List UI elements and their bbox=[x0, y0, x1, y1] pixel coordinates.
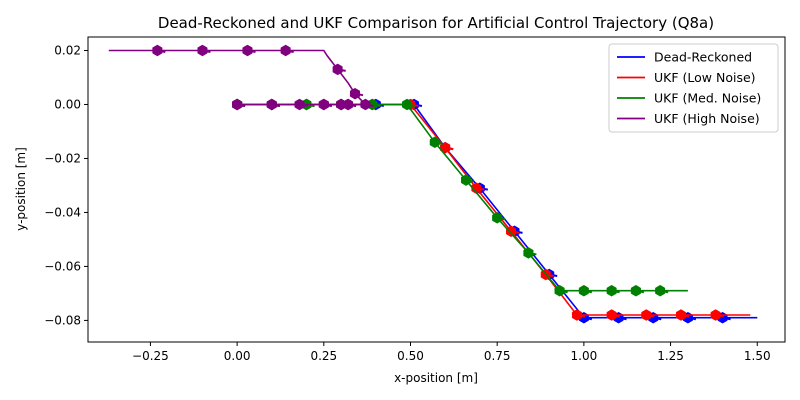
x-tick-label: 1.50 bbox=[744, 349, 771, 363]
legend-box bbox=[608, 43, 779, 133]
heading-arrow bbox=[365, 103, 374, 107]
x-tick-label: 0.75 bbox=[484, 349, 511, 363]
legend-label: UKF (Low Noise) bbox=[654, 70, 756, 85]
data-point bbox=[655, 284, 666, 297]
heading-arrow bbox=[510, 230, 520, 234]
heading-arrow bbox=[157, 49, 166, 53]
y-tick-label: −0.06 bbox=[44, 259, 81, 273]
heading-arrow bbox=[337, 68, 346, 72]
heading-arrow bbox=[299, 103, 308, 107]
x-tick-label: −0.25 bbox=[132, 349, 169, 363]
y-tick-label: 0.02 bbox=[54, 43, 81, 57]
heading-arrow bbox=[236, 103, 246, 107]
y-tick-label: −0.04 bbox=[44, 205, 81, 219]
heading-arrow bbox=[659, 289, 669, 294]
heading-arrow bbox=[271, 103, 280, 107]
data-point bbox=[242, 44, 253, 57]
data-point bbox=[492, 212, 503, 224]
data-point bbox=[360, 98, 371, 111]
legend-label: UKF (High Noise) bbox=[654, 111, 760, 126]
heading-arrow bbox=[618, 316, 627, 321]
series-ukf-high-noise bbox=[108, 44, 374, 111]
x-tick-label: 0.25 bbox=[310, 349, 337, 363]
x-tick-label: 1.25 bbox=[657, 349, 684, 363]
heading-arrow bbox=[406, 103, 416, 107]
data-point bbox=[460, 174, 471, 186]
heading-arrow bbox=[680, 314, 690, 318]
axes-frame bbox=[87, 36, 786, 343]
data-point bbox=[232, 98, 243, 111]
series-line bbox=[237, 103, 758, 319]
heading-arrow bbox=[354, 92, 364, 97]
heading-arrow bbox=[611, 314, 620, 318]
heading-arrow bbox=[202, 49, 211, 53]
heading-arrow bbox=[285, 49, 294, 53]
heading-arrow bbox=[722, 316, 731, 321]
x-tick-label: 0.50 bbox=[397, 349, 424, 363]
heading-arrow bbox=[611, 289, 620, 294]
data-point bbox=[280, 44, 291, 57]
x-tick-label: 1.00 bbox=[571, 349, 598, 363]
heading-arrow bbox=[465, 179, 475, 183]
y-tick-label: 0.00 bbox=[54, 97, 81, 111]
heading-arrow bbox=[476, 187, 485, 191]
heading-arrow bbox=[653, 316, 662, 321]
data-point bbox=[266, 98, 277, 111]
heading-arrow bbox=[434, 141, 443, 145]
heading-arrow bbox=[635, 289, 645, 294]
y-tick-label: −0.08 bbox=[44, 313, 81, 327]
data-point bbox=[675, 309, 686, 321]
heading-arrow bbox=[646, 314, 655, 318]
heading-arrow bbox=[576, 314, 586, 318]
data-point bbox=[343, 98, 354, 111]
heading-arrow bbox=[687, 316, 697, 321]
data-point bbox=[349, 87, 361, 100]
heading-arrow bbox=[347, 103, 357, 107]
chart-title: Dead-Reckoned and UKF Comparison for Art… bbox=[158, 14, 714, 32]
heading-arrow bbox=[323, 103, 332, 107]
heading-arrow bbox=[247, 49, 256, 53]
x-axis-title: x-position [m] bbox=[394, 371, 478, 385]
heading-arrow bbox=[444, 146, 454, 151]
data-point bbox=[578, 284, 589, 297]
y-tick-label: −0.02 bbox=[44, 151, 81, 165]
series-line bbox=[237, 103, 751, 316]
heading-arrow bbox=[715, 314, 724, 318]
y-axis-title: y-position [m] bbox=[14, 147, 28, 231]
x-axis: −0.25 0.00 0.25 0.50 0.75 1.00 1.25 1.50 bbox=[132, 342, 771, 363]
series-line bbox=[108, 49, 368, 106]
x-tick-label: 0.00 bbox=[224, 349, 251, 363]
data-point bbox=[332, 63, 343, 76]
heading-arrow bbox=[528, 251, 537, 256]
heading-arrow bbox=[372, 103, 381, 107]
data-point bbox=[440, 141, 451, 154]
y-axis: 0.02 0.00 −0.02 −0.04 −0.06 −0.08 bbox=[44, 43, 88, 327]
plot-area bbox=[108, 44, 758, 324]
heading-arrow bbox=[583, 316, 593, 321]
heading-arrow bbox=[559, 289, 568, 294]
data-point bbox=[429, 136, 440, 149]
heading-arrow bbox=[583, 289, 593, 294]
data-point bbox=[554, 284, 565, 297]
legend-label: UKF (Med. Noise) bbox=[654, 91, 761, 106]
heading-arrow bbox=[496, 216, 506, 221]
legend: Dead-Reckoned UKF (Low Noise) UKF (Med. No… bbox=[608, 43, 779, 133]
data-point bbox=[152, 44, 163, 57]
legend-label: Dead-Reckoned bbox=[654, 50, 752, 65]
